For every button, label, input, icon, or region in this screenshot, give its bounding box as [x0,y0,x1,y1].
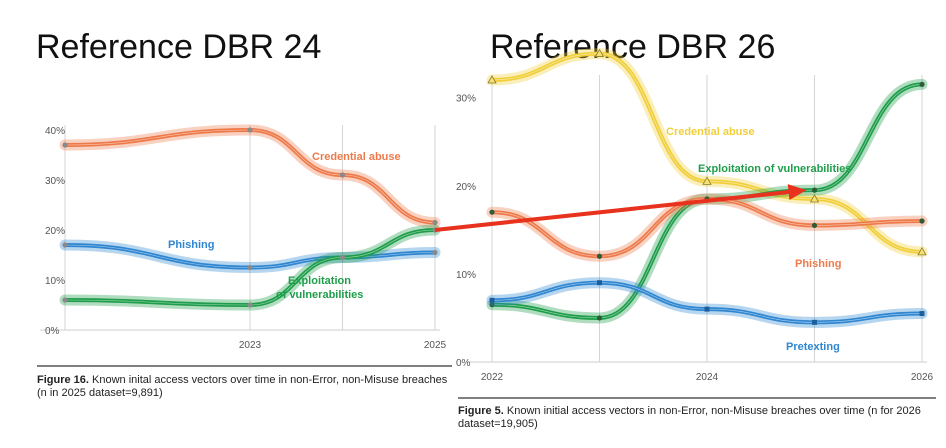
y-tick-label: 40% [45,126,65,137]
data-point [919,218,925,224]
data-point [339,254,346,261]
data-point [596,253,603,259]
data-point [594,48,605,57]
series-label: Exploitation of vulnerabilities [276,275,363,301]
data-point [704,306,710,312]
arrow-shaft [434,189,793,232]
data-point [62,297,68,303]
series-label: Pretexting [786,341,840,353]
data-point [597,280,602,286]
series-highlight [64,244,436,268]
y-tick-label: 10% [456,270,476,281]
data-point [62,142,68,148]
series-label: Exploitation of vulnerabilities [698,163,851,175]
series-credential-abuse: Credential abuse [59,124,441,228]
y-tick-label: 20% [45,226,65,237]
y-tick-label: 30% [45,176,65,187]
left-chart-heading: Reference DBR 24 [36,28,322,66]
left-figure-caption: Figure 16. Known inital access vectors o… [37,374,457,400]
data-point [247,127,253,133]
left-caption-label: Figure 16. [37,374,89,386]
left-caption-text: Known inital access vectors over time in… [37,374,448,399]
y-tick-label: 10% [45,276,65,287]
series-label: Credential abuse [666,126,755,138]
series-phishing: Phishing [59,239,441,274]
left-chart: 0% 10% 20% 30% 40% 2023 2025 Credential abuse Ph… [40,124,447,351]
right-chart-heading: Reference DBR 26 [490,28,776,66]
data-point [339,172,346,178]
series-label: Credential abuse [312,151,401,163]
series-label: Phishing [168,239,214,251]
series-credential-abuse: Credential abuse [486,48,928,258]
right-caption-label: Figure 5. [458,405,504,417]
x-tick-label: 2024 [696,372,719,383]
x-tick-label: 2022 [481,372,504,383]
right-caption-text: Known initial access vectors in non-Erro… [458,405,921,430]
y-tick-label: 0% [456,358,471,369]
data-point [917,247,927,256]
data-point [489,302,495,308]
y-tick-label: 0% [45,326,60,337]
series-label: Phishing [795,258,841,270]
data-point [809,194,820,203]
series-highlight [64,129,436,223]
right-figure-caption: Figure 5. Known initial access vectors i… [458,405,938,431]
data-point [247,302,253,308]
data-point [919,311,925,317]
data-point [811,222,818,229]
data-point [432,219,438,226]
comparison-arrow [434,184,807,232]
data-point [702,176,712,185]
series-exploitation-of-vulnerabilities: Exploitation of vulnerabilities [59,224,441,311]
data-point [596,315,603,321]
data-point [247,264,253,271]
series-highlight [64,229,436,306]
data-point [812,319,817,325]
data-point [62,242,68,248]
right-chart: 0% 10% 20% 30% 2022 2024 2026 Credential abuse E… [456,48,934,383]
x-tick-label: 2025 [424,340,447,351]
y-tick-label: 20% [456,182,476,193]
y-tick-label: 30% [456,94,476,105]
x-tick-label: 2026 [911,372,934,383]
data-point [919,81,925,88]
data-point [432,249,438,256]
series-pretexting: Pretexting [486,277,928,353]
data-point [811,187,818,193]
data-point [487,75,497,84]
x-tick-label: 2023 [239,340,262,351]
arrow-head [787,184,807,201]
data-point [489,209,495,215]
data-point [489,297,495,303]
